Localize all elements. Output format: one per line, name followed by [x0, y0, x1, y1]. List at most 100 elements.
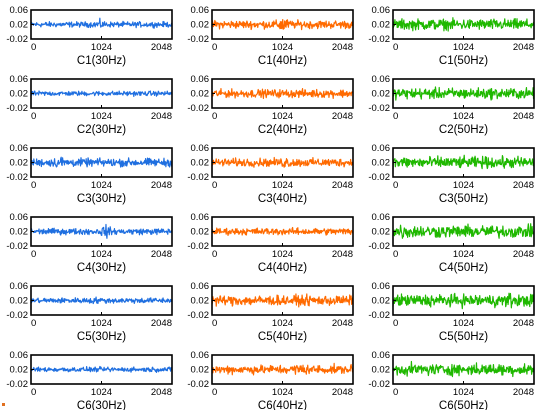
- y-tick-label: 0.06: [10, 5, 29, 16]
- panel-title: C4(30Hz): [77, 262, 126, 274]
- panel-title: C6(50Hz): [439, 400, 488, 410]
- signal-line: [392, 154, 535, 170]
- x-tick-label: 0: [393, 387, 398, 398]
- x-tick-label: 0: [31, 249, 36, 260]
- y-tick-label: -0.02: [6, 172, 28, 183]
- x-tick-label: 1024: [453, 111, 474, 122]
- x-tick-label: 2048: [332, 387, 353, 398]
- panel-title: C2(50Hz): [439, 124, 488, 136]
- signal-line: [30, 223, 173, 239]
- y-tick-label: 0.06: [191, 281, 210, 292]
- panel-C6(40Hz): -0.02 0.02 0.06 0 1024 2048 C6(40Hz): [187, 350, 354, 410]
- y-tick-label: 0.02: [372, 89, 391, 100]
- y-tick-label: 0.06: [372, 74, 391, 85]
- signal-line: [392, 17, 535, 32]
- x-tick-label: 0: [31, 387, 36, 398]
- y-tick-label: -0.02: [6, 379, 28, 390]
- y-tick-label: 0.06: [191, 350, 210, 361]
- y-tick-label: 0.02: [191, 158, 210, 169]
- x-tick-label: 2048: [151, 42, 172, 53]
- panel-title: C2(30Hz): [77, 124, 126, 136]
- y-tick-label: 0.02: [191, 89, 210, 100]
- panel-C3(30Hz): -0.02 0.02 0.06 0 1024 2048 C3(30Hz): [6, 143, 173, 205]
- x-tick-label: 2048: [332, 180, 353, 191]
- y-tick-label: 0.06: [10, 143, 29, 154]
- y-tick-label: -0.02: [187, 172, 209, 183]
- y-tick-label: -0.02: [368, 241, 390, 252]
- panel-C6(30Hz): -0.02 0.02 0.06 0 1024 2048 C6(30Hz): [6, 350, 173, 410]
- x-tick-label: 0: [212, 249, 217, 260]
- y-tick-label: 0.02: [372, 227, 391, 238]
- panel-title: C5(50Hz): [439, 331, 488, 343]
- y-tick-label: 0.06: [10, 281, 29, 292]
- y-tick-label: 0.02: [191, 20, 210, 31]
- x-tick-label: 2048: [513, 180, 534, 191]
- panel-C4(40Hz): -0.02 0.02 0.06 0 1024 2048 C4(40Hz): [187, 212, 354, 274]
- x-tick-label: 1024: [272, 180, 293, 191]
- panel-C5(40Hz): -0.02 0.02 0.06 0 1024 2048 C5(40Hz): [187, 281, 354, 343]
- x-tick-label: 1024: [272, 111, 293, 122]
- x-tick-label: 2048: [151, 180, 172, 191]
- x-tick-label: 1024: [91, 111, 112, 122]
- x-tick-label: 1024: [91, 387, 112, 398]
- panel-C6(50Hz): -0.02 0.02 0.06 0 1024 2048 C6(50Hz): [368, 350, 535, 410]
- y-tick-label: 0.06: [191, 5, 210, 16]
- x-tick-label: 2048: [332, 318, 353, 329]
- x-tick-label: 1024: [272, 249, 293, 260]
- panel-title: C2(40Hz): [258, 124, 307, 136]
- y-tick-label: -0.02: [6, 241, 28, 252]
- y-tick-label: -0.02: [187, 310, 209, 321]
- x-tick-label: 0: [393, 249, 398, 260]
- signal-line: [211, 156, 354, 168]
- x-tick-label: 2048: [151, 318, 172, 329]
- y-tick-label: -0.02: [187, 103, 209, 114]
- y-tick-label: -0.02: [368, 310, 390, 321]
- x-tick-label: 0: [212, 318, 217, 329]
- x-tick-label: 1024: [453, 387, 474, 398]
- signal-line: [30, 296, 173, 305]
- y-tick-label: -0.02: [187, 34, 209, 45]
- x-tick-label: 2048: [151, 249, 172, 260]
- signal-line: [211, 18, 354, 31]
- panel-C2(30Hz): -0.02 0.02 0.06 0 1024 2048 C2(30Hz): [6, 74, 173, 136]
- y-tick-label: 0.02: [372, 20, 391, 31]
- x-tick-label: 0: [393, 111, 398, 122]
- y-tick-label: 0.02: [372, 296, 391, 307]
- y-tick-label: 0.02: [10, 89, 29, 100]
- panel-title: C6(30Hz): [77, 400, 126, 410]
- y-tick-label: 0.02: [10, 296, 29, 307]
- y-tick-label: 0.06: [372, 281, 391, 292]
- y-tick-label: 0.06: [191, 143, 210, 154]
- panel-C1(40Hz): -0.02 0.02 0.06 0 1024 2048 C1(40Hz): [187, 5, 354, 67]
- panel-title: C5(30Hz): [77, 331, 126, 343]
- y-tick-label: -0.02: [6, 34, 28, 45]
- panel-title: C3(30Hz): [77, 193, 126, 205]
- x-tick-label: 0: [212, 387, 217, 398]
- panel-C4(50Hz): -0.02 0.02 0.06 0 1024 2048 C4(50Hz): [368, 212, 535, 274]
- x-tick-label: 2048: [332, 111, 353, 122]
- signal-line: [211, 293, 354, 308]
- y-tick-label: 0.06: [10, 212, 29, 223]
- x-tick-label: 0: [393, 42, 398, 53]
- x-tick-label: 1024: [91, 318, 112, 329]
- panel-title: C1(40Hz): [258, 55, 307, 67]
- panel-title: C4(50Hz): [439, 262, 488, 274]
- y-tick-label: 0.02: [372, 158, 391, 169]
- x-tick-label: 2048: [332, 42, 353, 53]
- signal-line: [30, 17, 173, 29]
- panel-title: C3(50Hz): [439, 193, 488, 205]
- y-tick-label: -0.02: [6, 103, 28, 114]
- signal-line: [392, 360, 535, 378]
- y-tick-label: -0.02: [368, 379, 390, 390]
- y-tick-label: -0.02: [187, 241, 209, 252]
- panel-C1(30Hz): -0.02 0.02 0.06 0 1024 2048 C1(30Hz): [6, 5, 173, 67]
- x-tick-label: 2048: [151, 111, 172, 122]
- panel-C5(50Hz): -0.02 0.02 0.06 0 1024 2048 C5(50Hz): [368, 281, 535, 343]
- signal-line: [392, 223, 535, 239]
- y-tick-label: 0.06: [10, 74, 29, 85]
- x-tick-label: 0: [393, 180, 398, 191]
- x-tick-label: 0: [31, 318, 36, 329]
- x-tick-label: 0: [212, 111, 217, 122]
- y-tick-label: 0.02: [372, 365, 391, 376]
- y-tick-label: 0.02: [191, 227, 210, 238]
